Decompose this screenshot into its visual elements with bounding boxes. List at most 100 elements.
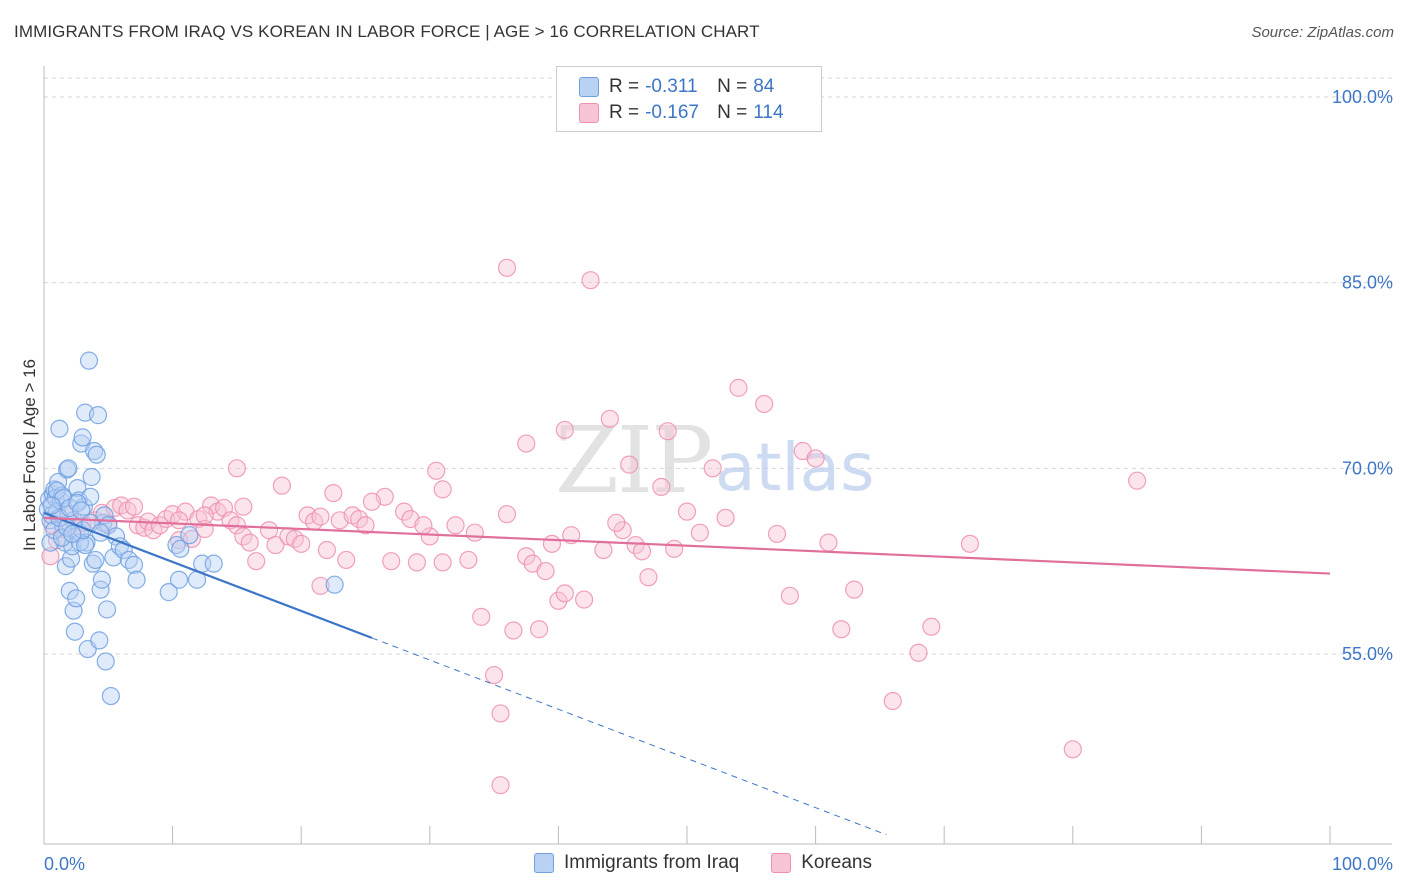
data-point <box>240 533 259 552</box>
koreans-legend-swatch <box>771 853 792 873</box>
data-point <box>594 540 613 560</box>
legend-label-iraq: Immigrants from Iraq <box>563 852 740 873</box>
series-legend: Immigrants from Iraq Koreans <box>0 852 1406 874</box>
trend-lines <box>43 511 1331 836</box>
data-point <box>497 505 517 524</box>
y-tick-label: 55.0% <box>1342 644 1393 664</box>
trend-line-iraq-extension <box>371 637 887 836</box>
r-value: -0.311 <box>645 76 698 97</box>
data-point <box>169 511 189 530</box>
data-point <box>311 576 330 596</box>
data-point <box>324 483 343 503</box>
data-point <box>42 496 61 515</box>
data-point <box>806 449 825 468</box>
data-point <box>420 527 439 546</box>
n-label: N = <box>717 102 748 123</box>
chart-title: IMMIGRANTS FROM IRAQ VS KOREAN IN LABOR … <box>14 22 760 41</box>
data-point <box>101 686 120 706</box>
data-point <box>755 394 774 414</box>
data-point <box>607 513 626 532</box>
data-point <box>73 428 92 447</box>
data-point <box>613 521 632 540</box>
data-point <box>63 524 82 544</box>
data-point <box>58 460 77 479</box>
axes <box>43 66 1392 845</box>
watermark-atlas: atlas <box>715 429 875 506</box>
data-point <box>60 581 79 600</box>
data-point <box>652 477 671 496</box>
y-tick-label: 100.0% <box>1332 87 1393 107</box>
data-point <box>362 492 382 511</box>
data-point <box>50 419 69 438</box>
data-point <box>517 434 536 453</box>
data-point <box>124 497 144 516</box>
legend-label-koreans: Koreans <box>801 852 873 873</box>
data-point <box>909 643 928 662</box>
data-point <box>427 461 446 480</box>
stats-row-iraq: R = -0.311 N = 84 <box>579 76 774 98</box>
data-point <box>337 550 356 570</box>
y-tick-label: 70.0% <box>1342 458 1393 478</box>
data-point <box>536 561 555 581</box>
legend-item-koreans: Koreans <box>771 852 872 874</box>
data-point <box>311 507 330 526</box>
data-point <box>171 539 190 558</box>
data-point <box>90 631 109 650</box>
data-point <box>491 776 510 795</box>
data-point <box>465 523 484 542</box>
data-point <box>433 480 452 499</box>
data-point <box>504 621 523 640</box>
data-point <box>446 516 465 535</box>
data-point <box>119 550 138 570</box>
data-point <box>780 586 799 605</box>
data-point <box>204 554 223 573</box>
data-point <box>832 620 851 639</box>
data-point <box>485 665 504 685</box>
data-point <box>79 351 99 370</box>
data-point <box>394 502 414 521</box>
data-point <box>581 271 600 290</box>
r-label: R = <box>609 76 640 97</box>
data-point <box>472 607 491 626</box>
data-point <box>292 534 311 553</box>
data-point <box>575 590 594 609</box>
data-points <box>38 258 1147 795</box>
tick-labels: 55.0% 70.0% 85.0% 100.0% 0.0% 100.0% <box>44 87 1393 874</box>
data-point <box>59 459 78 478</box>
n-value: 84 <box>753 76 775 97</box>
data-point <box>195 506 214 525</box>
data-point <box>67 589 86 608</box>
data-point <box>703 459 722 478</box>
data-point <box>180 526 199 545</box>
data-point <box>819 533 838 552</box>
data-point <box>96 652 115 671</box>
data-point <box>124 555 144 574</box>
data-point <box>414 516 433 535</box>
x-tick-label: 100.0% <box>1332 854 1393 874</box>
data-point <box>87 445 106 464</box>
data-point <box>88 406 108 425</box>
data-point <box>542 534 562 553</box>
data-point <box>620 455 639 474</box>
data-point <box>555 420 574 440</box>
data-point <box>497 258 517 277</box>
data-point <box>1127 471 1147 490</box>
data-point <box>632 542 652 561</box>
iraq-legend-swatch <box>533 853 554 873</box>
data-point <box>407 553 427 572</box>
data-point <box>234 497 253 516</box>
r-value: -0.167 <box>645 102 699 123</box>
watermark-zip: ZIP <box>555 407 711 514</box>
data-point <box>600 409 619 428</box>
data-point <box>356 516 375 535</box>
data-point <box>65 622 84 641</box>
data-point <box>169 570 189 589</box>
legend-item-iraq: Immigrants from Iraq <box>533 852 740 874</box>
r-label: R = <box>609 102 640 123</box>
data-point <box>97 600 117 619</box>
data-point <box>517 547 536 566</box>
data-point <box>530 620 549 639</box>
trend-line-koreans <box>43 516 1331 575</box>
data-point <box>325 575 344 594</box>
data-point <box>266 535 285 555</box>
